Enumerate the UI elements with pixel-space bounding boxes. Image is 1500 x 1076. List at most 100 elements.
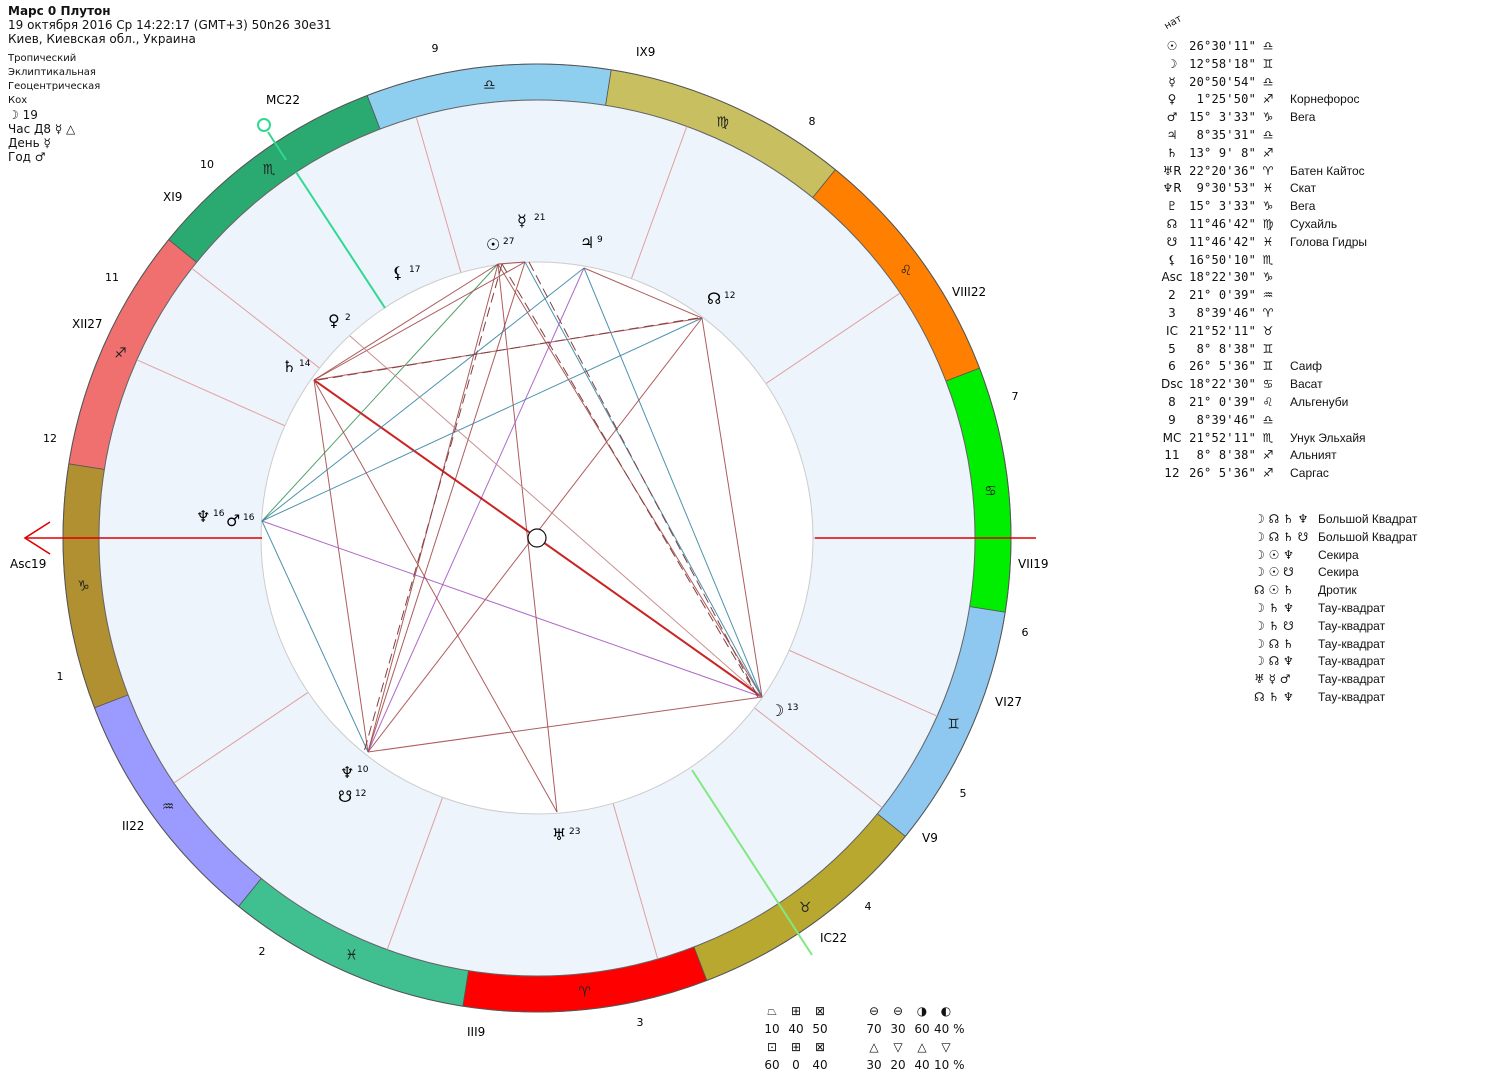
position-row: ♂ 15° 3'33" ♑ Вега	[1160, 109, 1367, 127]
positions-table: нат ☉ 26°30'11" ♎ ☽ 12°58'18" ♊ ☿ 20°50'54" ♎ ♀ 1°…	[1160, 13, 1367, 483]
position-degree: 15° 3'33"	[1189, 110, 1256, 125]
sign-glyph-11: ♓	[345, 948, 358, 964]
position-star: Сухайль	[1290, 216, 1338, 231]
position-glyph: ♇	[1166, 199, 1178, 214]
house-cusp-label-6: VII19	[1018, 557, 1049, 571]
position-sign: ♌	[1262, 394, 1274, 409]
aspect-line-15	[261, 520, 369, 753]
chart-title: Марс 0 Плутон	[8, 4, 111, 18]
sign-glyph-10: ♒	[162, 799, 175, 815]
house-cusp-8	[765, 292, 901, 385]
aspect-line-23	[583, 267, 703, 319]
figure-name: Тау-квадрат	[1318, 654, 1386, 669]
position-row: ☊ 11°46'42" ♍ Сухайль	[1160, 216, 1367, 234]
position-glyph: 11	[1164, 448, 1180, 463]
figure-row: ☊ ☉ ♄ Дротик	[1254, 582, 1417, 600]
position-sign: ♓	[1262, 234, 1274, 249]
position-star: Саргас	[1290, 466, 1329, 481]
aspect-line-21	[497, 261, 526, 265]
planet-glyph-3: ☊	[707, 289, 721, 308]
aspect-line-19	[313, 261, 526, 381]
position-sign: ♋	[1262, 377, 1274, 392]
figure-name: Тау-квадрат	[1318, 672, 1386, 687]
planet-degree-0: 27	[503, 237, 514, 247]
position-star: Саиф	[1290, 359, 1323, 374]
stat-icon: ⊠	[814, 1004, 826, 1018]
aspect-line-18	[313, 263, 499, 381]
figure-glyphs: ☽ ♄ ♆	[1254, 600, 1294, 615]
position-glyph: MC	[1162, 430, 1182, 445]
stats-panel: ⏢ ⊞ ⊠ ⊖ ⊖ ◑ ◐ 10 40 50 70 30 60 40 % ⊡ ⊞ ⊠ △ ▽ △ ▽ 60 0 40 30…	[760, 1002, 964, 1074]
house-number-9: 9	[432, 42, 439, 55]
position-row: 8 21° 0'39" ♌ Альгенуби	[1160, 394, 1367, 412]
coordinate-type: Эклиптикальная	[8, 67, 96, 78]
house-cusp-6	[788, 649, 938, 717]
aspect-dashed-2	[363, 263, 503, 753]
house-number-4: 4	[865, 900, 872, 913]
planet-glyph-12: ♅	[552, 825, 566, 844]
position-glyph: ♂	[1166, 110, 1178, 125]
position-glyph: ♃	[1166, 127, 1178, 142]
house-number-10: 10	[200, 158, 214, 171]
ruler-day: День ☿	[8, 136, 51, 150]
position-row: ♅R 22°20'36" ♈ Батен Кайтос	[1160, 163, 1367, 181]
figure-glyphs: ☽ ☊ ♄ ♆	[1254, 512, 1309, 526]
position-glyph: ♆R	[1162, 181, 1182, 196]
position-glyph: Asc	[1161, 270, 1183, 285]
position-star: Батен Кайтос	[1290, 163, 1365, 178]
figure-glyphs: ☊ ♄ ♆	[1254, 689, 1294, 704]
sign-glyph-8: ♐	[114, 346, 127, 362]
position-degree: 9°30'53"	[1196, 181, 1256, 196]
stat-icon: ⊡	[766, 1040, 778, 1054]
figure-row: ☽ ☊ ♄ ♆ Большой Квадрат	[1254, 511, 1417, 529]
planet-glyph-5: ♀	[328, 311, 340, 330]
planet-degree-10: 10	[357, 765, 369, 775]
position-sign: ♑	[1262, 199, 1274, 214]
figure-row: ☽ ☊ ♆ Тау-квадрат	[1254, 653, 1417, 671]
angle-axes	[23, 118, 1036, 956]
figure-name: Большой Квадрат	[1318, 512, 1418, 526]
position-row: ☿ 20°50'54" ♎	[1160, 74, 1367, 92]
position-glyph: IC	[1166, 323, 1178, 338]
planet-degree-7: 16	[213, 509, 225, 519]
position-sign: ♐	[1262, 145, 1274, 160]
planet-glyph-2: ♃	[580, 233, 594, 252]
stat-icon: ▽	[941, 1040, 951, 1054]
sign-glyph-5: ♍	[716, 114, 729, 130]
position-row: ☉ 26°30'11" ♎	[1160, 38, 1367, 56]
position-degree: 18°22'30"	[1189, 270, 1256, 285]
house-cusp-label-9: MC22	[266, 93, 300, 107]
figure-row: ☽ ☊ ♄ Тау-квадрат	[1254, 636, 1417, 654]
position-row: MC 21°52'11" ♏ Унук Эльхайя	[1160, 430, 1367, 448]
figure-name: Дротик	[1318, 583, 1357, 598]
position-degree: 20°50'54"	[1189, 74, 1256, 89]
figure-name: Тау-квадрат	[1318, 636, 1386, 651]
house-cusp-label-11: XII27	[72, 317, 103, 331]
house-cusp-label-1: II22	[122, 819, 144, 833]
position-glyph: 5	[1168, 341, 1176, 356]
planet-degree-6: 14	[299, 359, 311, 369]
aspect-line-14	[261, 263, 499, 522]
planet-glyphs: ☉ 27☿ 21♃ 9☊ 12⚸ 17♀ 2♄ 14♆ 16 ♂ 16☽ 13♆ 10☋ 12♅ 23	[196, 211, 798, 844]
position-sign: ♎	[1262, 74, 1274, 89]
position-row: 3 8°39'46" ♈	[1160, 305, 1367, 323]
house-cusp-11	[191, 267, 320, 369]
aspect-line-12	[261, 520, 763, 698]
planet-glyph-9: ☽	[770, 701, 784, 720]
sign-glyph-2: ♊	[947, 716, 960, 732]
position-row: ♆R 9°30'53" ♓ Скат	[1160, 180, 1367, 198]
position-star: Голова Гидры	[1290, 234, 1367, 249]
house-cusp-label-3: IC22	[820, 931, 847, 945]
position-star: Вега	[1290, 199, 1316, 214]
stat-value: 40	[812, 1058, 828, 1072]
position-row: 12 26° 5'36" ♐ Саргас	[1160, 465, 1367, 483]
aspect-line-22	[349, 335, 763, 698]
house-cusp-label-10: XI9	[163, 190, 182, 204]
aspect-dashed-0	[501, 263, 759, 698]
house-cusp-label-2: III9	[467, 1025, 485, 1039]
mc-marker	[257, 118, 271, 132]
asc-arrow	[23, 521, 51, 555]
position-degree: 11°46'42"	[1189, 234, 1256, 249]
position-degree: 11°46'42"	[1189, 216, 1256, 231]
